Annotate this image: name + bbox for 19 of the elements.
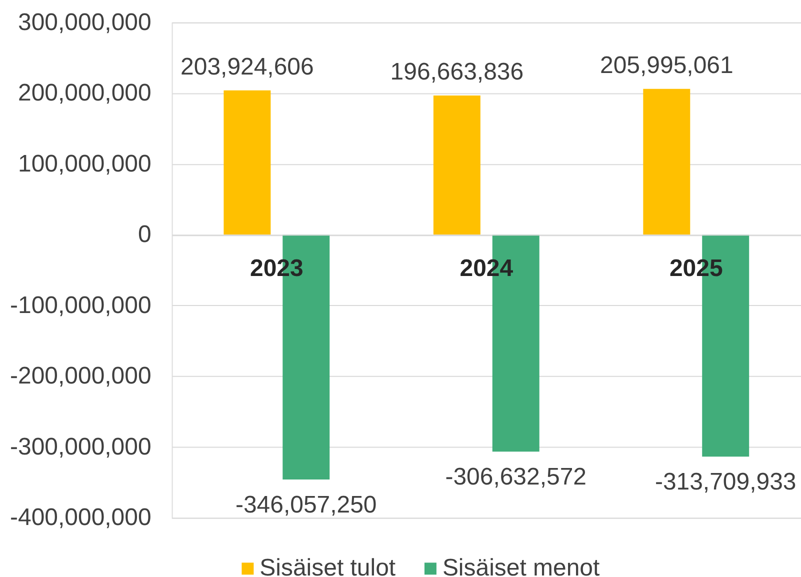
y-tick-label: -400,000,000: [10, 504, 152, 532]
y-tick-label: 300,000,000: [18, 8, 152, 36]
y-tick-label: 200,000,000: [18, 80, 152, 107]
data-label: 196,663,836: [390, 58, 524, 86]
bar: [433, 95, 480, 235]
y-tick-label: -100,000,000: [10, 292, 152, 319]
y-tick-label: -200,000,000: [10, 362, 152, 390]
bar: [224, 90, 271, 235]
data-label: 203,924,606: [180, 53, 314, 80]
bar: [643, 88, 690, 235]
data-label: -306,632,572: [445, 464, 587, 491]
y-tick-label: -300,000,000: [10, 433, 152, 460]
data-label: 205,995,061: [600, 52, 734, 79]
legend-label: Sisäiset tulot: [260, 554, 396, 577]
y-tick-label: 0: [138, 221, 152, 248]
data-label: -313,709,933: [654, 468, 796, 496]
y-tick-label: 100,000,000: [18, 150, 152, 178]
legend-label: Sisäiset menot: [442, 554, 600, 577]
data-label: -346,057,250: [235, 492, 377, 518]
